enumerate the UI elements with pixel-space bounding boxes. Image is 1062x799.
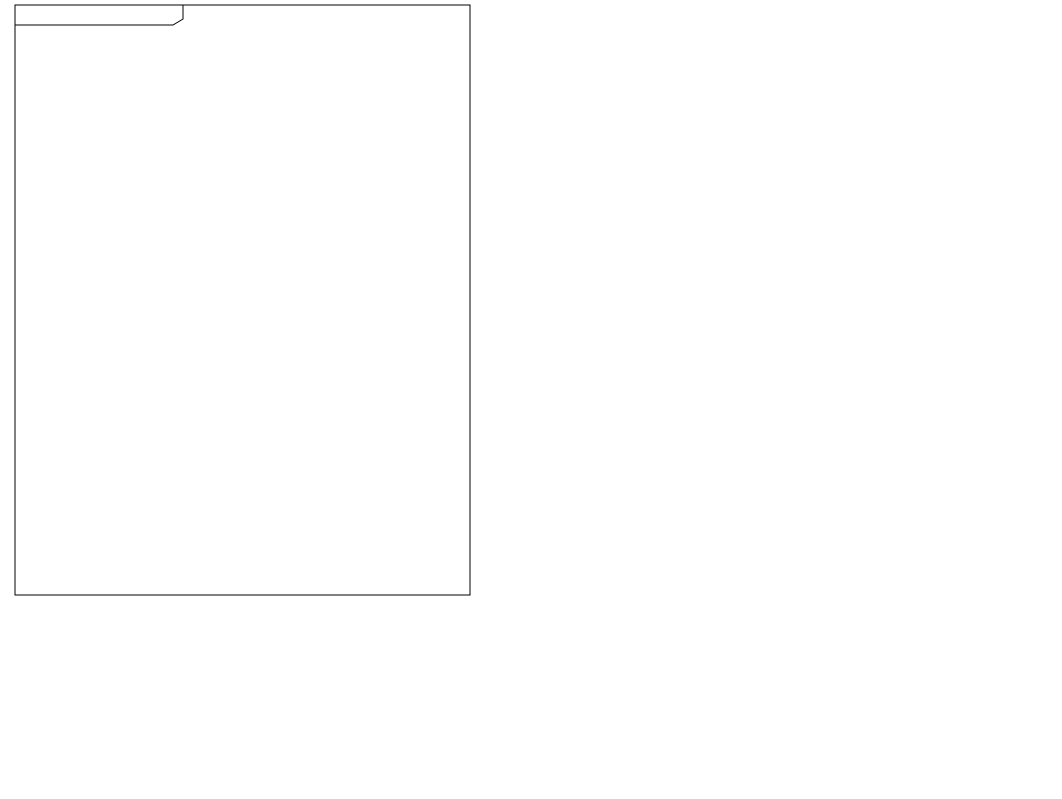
frame-read xyxy=(15,5,470,595)
frame-tab-read xyxy=(15,5,183,25)
